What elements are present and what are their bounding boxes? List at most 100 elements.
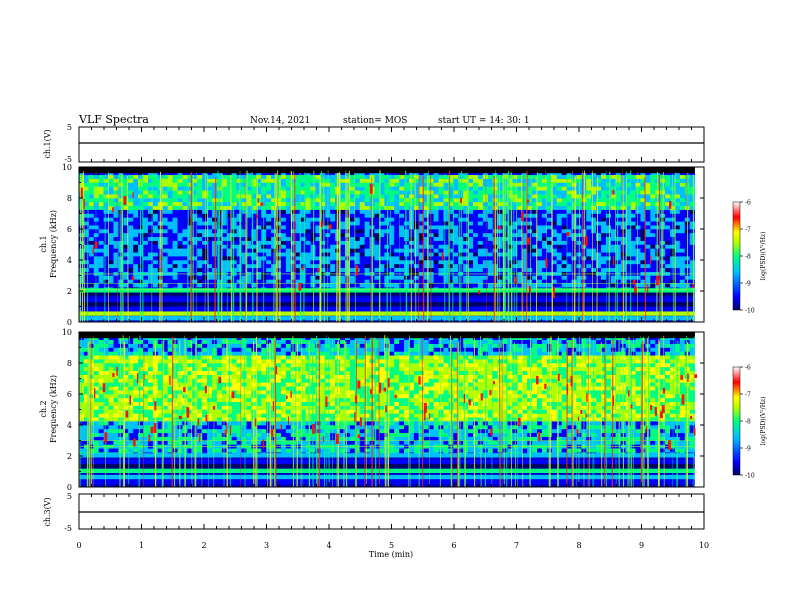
spectrogram-cell	[128, 374, 134, 379]
spectrogram-cell	[93, 386, 99, 391]
spectrogram-cell	[640, 260, 646, 265]
spectrogram-cell	[123, 405, 129, 410]
spectrogram-cell	[147, 436, 154, 441]
spectrogram-cell	[211, 186, 218, 191]
spectrogram-cell	[379, 232, 385, 238]
spectrogram-cell	[83, 209, 90, 214]
spectrogram-cell	[147, 240, 154, 245]
spectrogram-cell	[83, 267, 90, 272]
spectrogram-cell	[88, 201, 95, 207]
spectrogram-cell	[197, 240, 203, 245]
spectrogram-cell	[285, 198, 292, 203]
spectrogram-cell	[118, 428, 124, 434]
spectrogram-cell	[266, 260, 272, 265]
spectrogram-cell	[128, 417, 134, 422]
spectrogram-cell	[79, 279, 85, 284]
spectrogram-cell	[374, 186, 380, 191]
spectrogram-cell	[251, 182, 257, 187]
spectrogram-cell	[285, 240, 292, 245]
spectrogram-cell	[413, 232, 420, 238]
spectrogram-cell	[147, 178, 154, 183]
spectrogram-cell	[522, 236, 528, 241]
spectrogram-cell	[266, 275, 272, 280]
spectrogram-cell	[477, 194, 484, 199]
spectrogram-cell	[123, 390, 129, 395]
spectrogram-cell	[453, 225, 459, 230]
spectrogram-cell	[596, 205, 602, 210]
spectrogram-cell	[487, 198, 493, 203]
spectrogram-cell	[497, 229, 503, 234]
spectrogram-cell	[389, 279, 395, 284]
spectrogram-cell	[123, 252, 129, 257]
spectrogram-cell	[98, 448, 104, 453]
spectrogram-cell	[389, 217, 395, 222]
spectrogram-cell	[157, 390, 164, 395]
spectrogram-cell	[625, 260, 631, 265]
spectrogram-cell	[399, 240, 405, 245]
spectrogram-cell	[665, 186, 671, 191]
spectrogram-cell	[532, 240, 538, 245]
sferic-stroke	[596, 176, 599, 322]
spectrogram-cell	[438, 194, 444, 199]
spectrogram-cell	[98, 363, 104, 368]
ch1-spectrogram-heatmap	[79, 167, 695, 322]
spectrogram-cell	[118, 205, 124, 210]
spectrogram-cell	[487, 194, 493, 199]
spectrogram-cell	[463, 174, 469, 179]
spectrogram-cell	[143, 221, 149, 226]
spectrogram-cell	[413, 260, 420, 265]
spectrogram-cell	[266, 194, 272, 199]
spectrogram-cell	[246, 182, 252, 187]
sferic-stroke	[159, 171, 162, 322]
spectrogram-cell	[625, 198, 631, 203]
spectrogram-cell	[108, 386, 114, 391]
spectrogram-cell	[532, 225, 538, 230]
spectrogram-cell	[389, 205, 395, 210]
spectrogram-cell	[88, 229, 95, 234]
spectrogram-cell	[566, 256, 572, 261]
spectrogram-cell	[630, 198, 636, 203]
spectrogram-cell	[477, 178, 484, 183]
spectrogram-cell	[295, 194, 301, 199]
spectrogram-cell	[463, 225, 469, 230]
spectrogram-cell	[404, 186, 410, 191]
spectrogram-cell	[226, 217, 232, 222]
spectrogram-cell	[379, 217, 385, 222]
spectrogram-cell	[79, 244, 85, 249]
spectrogram-cell	[182, 260, 188, 265]
spectrogram-cell	[118, 174, 124, 179]
spectrogram-cell	[118, 378, 124, 383]
sferic-stroke	[625, 177, 628, 322]
spectrogram-cell	[123, 425, 129, 430]
spectrogram-cell	[394, 260, 400, 265]
spectrogram-cell	[394, 248, 400, 253]
spectrogram-cell	[310, 198, 316, 203]
spectrogram-cell	[561, 194, 567, 199]
spectrogram-cell	[630, 221, 636, 226]
spectrogram-cell	[172, 221, 178, 226]
spectrogram-cell	[571, 240, 577, 245]
spectrogram-cell	[463, 229, 469, 234]
spectrogram-cell	[586, 252, 592, 257]
spectrogram-cell	[133, 405, 139, 410]
spectrogram-cell	[103, 236, 109, 241]
spectrogram-cell	[207, 198, 213, 203]
spectrogram-cell	[177, 260, 183, 265]
spectrogram-cell	[143, 263, 149, 269]
figure-title: VLF Spectra	[78, 113, 149, 126]
spectrogram-cell	[138, 343, 144, 348]
spectrogram-cell	[561, 256, 567, 261]
spectrogram-cell	[182, 283, 188, 288]
spectrogram-cell	[463, 275, 469, 280]
spectrogram-cell	[88, 182, 95, 187]
spectrogram-cell	[335, 267, 341, 272]
spectrogram-cell	[320, 256, 326, 261]
spectrogram-cell	[374, 190, 380, 195]
spectrogram-cell	[98, 347, 104, 352]
spectrogram-cell	[443, 213, 449, 218]
spectrogram-cell	[428, 248, 434, 253]
spectrogram-cell	[266, 263, 272, 269]
spectrogram-cell	[162, 190, 168, 195]
spectrogram-cell	[340, 267, 346, 272]
spectrogram-cell	[635, 194, 641, 199]
